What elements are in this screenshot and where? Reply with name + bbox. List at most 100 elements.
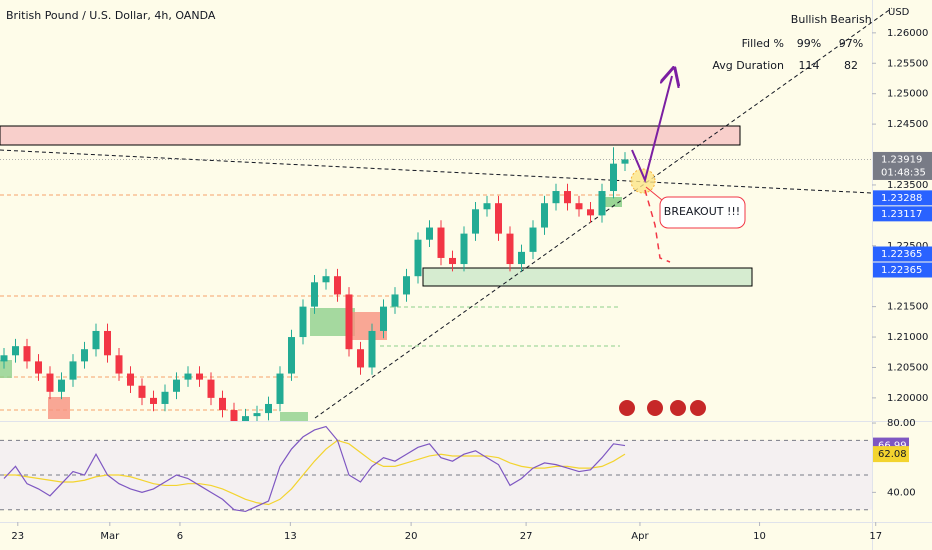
price-tag [873,206,932,222]
candle-body [115,355,123,374]
y-tick-label: 1.21000 [887,332,928,343]
candle-body [357,349,364,368]
arrow [631,76,672,184]
x-tick-label: 10 [753,531,766,542]
candle-body [12,346,19,356]
stats-label: Avg Duration [712,59,784,72]
candle-body [0,355,8,362]
currency-label: USD [888,7,910,18]
candle-body [219,397,226,411]
y-tick-label: 1.22500 [887,241,928,252]
value-tag-label: 66.99 [878,441,907,452]
price-tag-label: 1.22365 [881,265,922,276]
candle-body [184,373,192,380]
callout-text: BREAKOUT !!! [664,205,740,218]
candle-body [253,413,261,417]
annotation: BREAKOUT !!! [619,76,746,416]
rsi-tick-label: 40.00 [887,487,916,498]
stats-cell: 99% [797,37,821,50]
candle-body [58,379,65,392]
price-tag [873,246,932,262]
candle-body [506,233,514,265]
y-tick-label: 1.21500 [887,302,928,313]
candle-body [265,403,272,414]
candle-body [495,203,502,234]
candle-body [173,379,180,392]
stats-cell: 97% [839,37,863,50]
candle-body [46,373,54,392]
stats-table: Bullish Bearish Filled % 99% 97% Avg Duration… [712,13,871,72]
candle-body [460,233,468,265]
imbalance-zone [0,360,12,378]
stats-cell: 82 [844,59,858,72]
candle-body [552,191,560,204]
event-icon [647,400,663,416]
price-tag [873,262,932,278]
candles [0,147,629,421]
candle-body [403,276,410,295]
candle-body [426,227,433,240]
candle-body [196,373,203,380]
candle-body [150,397,157,404]
demand-zone [422,267,753,287]
rsi-tick-label: 80.00 [887,418,916,429]
highlight [630,168,656,194]
y-tick-label: 1.20500 [887,362,928,373]
candle-body [575,203,583,210]
candle-body [104,330,111,356]
x-tick-label: 27 [520,531,533,542]
price-tag-label: 1.23919 [881,154,922,165]
candle-body [288,337,295,374]
x-tick-label: 17 [869,531,882,542]
event-icon [619,400,635,416]
callout-line [645,186,663,201]
candle-body [299,306,307,338]
candle-body [598,191,606,216]
y-tick-label: 1.25000 [887,89,928,100]
x-tick-label: Mar [100,531,120,542]
value-tag-label: 62.08 [878,449,907,460]
stats-header: Bearish [830,13,871,26]
candle-body [587,209,594,216]
candle-body [345,294,353,350]
callout [659,196,746,229]
y-tick-label: 1.23500 [887,180,928,191]
candle-body [322,276,330,283]
candle-body [92,330,100,350]
candle-body [35,361,42,374]
candle-body [541,203,548,228]
stats-label: Filled % [742,37,784,50]
candle-body [230,410,238,421]
stats-header: Bullish [791,13,827,26]
candle-body [69,361,77,380]
event-icon [670,400,686,416]
y-tick-label: 1.20000 [887,393,928,404]
candle-body [242,416,249,421]
x-tick-label: 23 [11,531,24,542]
x-tick-label: 13 [284,531,297,542]
candle-body [334,276,341,295]
supply-zone [0,125,741,146]
candle-body [138,385,146,398]
candle-body [472,209,479,234]
imbalance-zone [600,197,622,207]
imbalance-zone [280,412,308,421]
candle-body [610,163,617,192]
candle-body [391,294,399,307]
candle-body [621,159,629,164]
y-tick-label: 1.25500 [887,58,928,69]
candle-body [380,306,387,331]
stats-cell: 114 [799,59,820,72]
chart-title: British Pound / U.S. Dollar, 4h, OANDA [6,9,216,22]
trendline [0,149,872,194]
candle-body [127,373,134,386]
event-icon [690,400,706,416]
x-tick-label: 20 [405,531,418,542]
price-tag [873,151,932,180]
x-tick-label: Apr [631,531,649,542]
candle-body [518,251,525,265]
y-tick-label: 1.24500 [887,119,928,130]
candle-body [161,391,169,404]
countdown: 01:48:35 [881,167,926,178]
